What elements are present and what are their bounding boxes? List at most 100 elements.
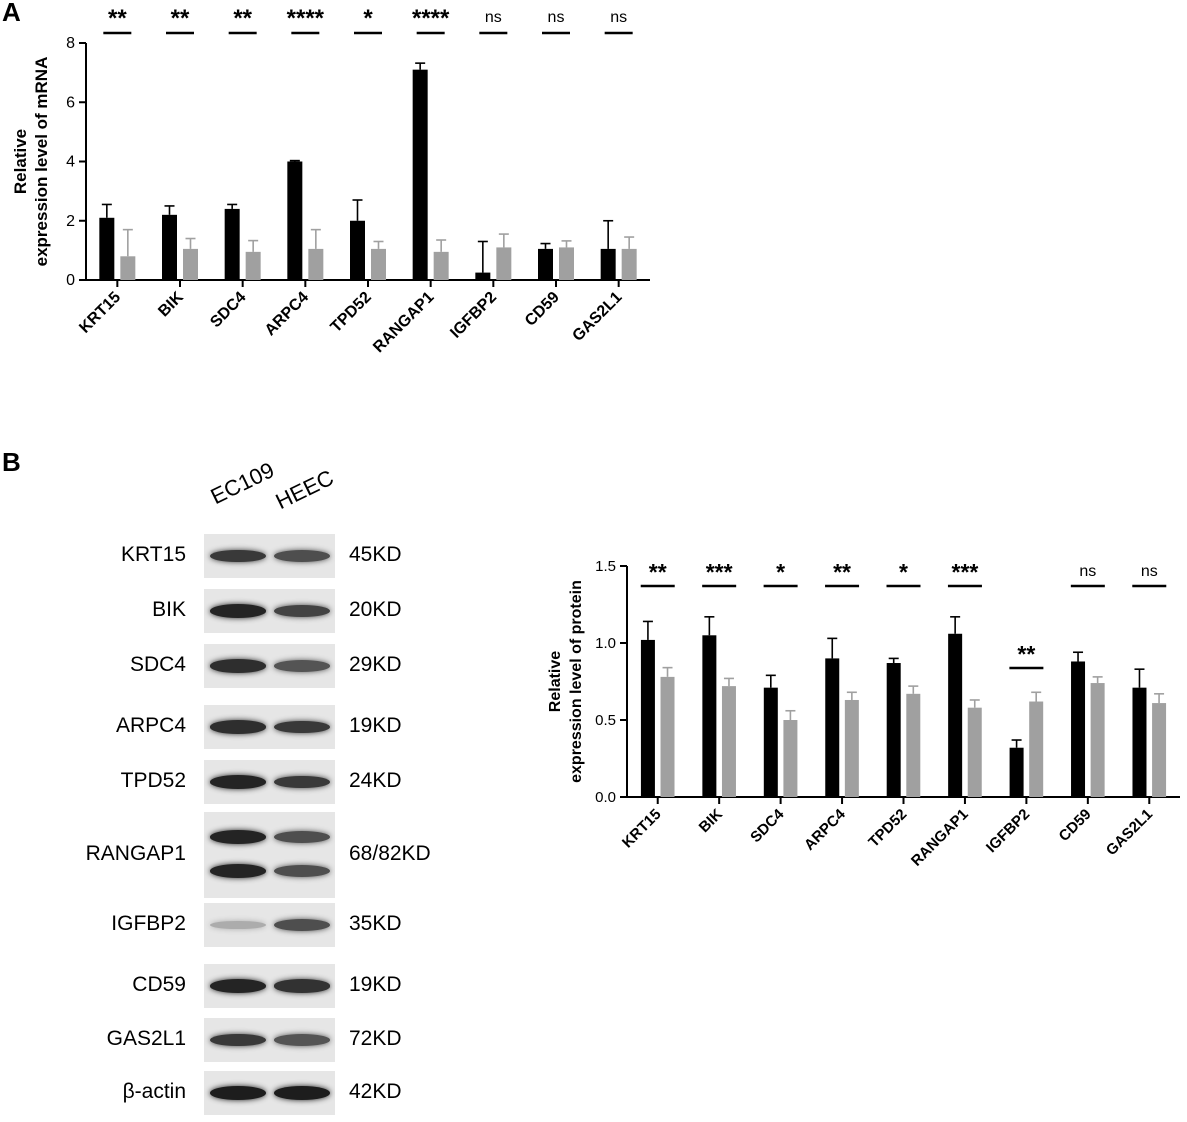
bar — [308, 248, 324, 280]
blot-protein-label: IGFBP2 — [111, 912, 186, 935]
x-tick-label: ARPC4 — [801, 805, 849, 853]
significance-label: * — [776, 559, 785, 585]
bar — [559, 247, 574, 280]
y-tick-label: 1.0 — [595, 635, 616, 652]
blot-size-label: 19KD — [349, 973, 402, 996]
blot-band — [274, 775, 330, 789]
bar — [640, 639, 655, 797]
significance-label: ns — [1141, 563, 1158, 580]
blot-size-label: 35KD — [349, 912, 402, 935]
significance-label: ** — [1017, 641, 1035, 667]
blot-band — [274, 660, 330, 672]
bar — [224, 208, 240, 280]
x-tick-label: BIK — [696, 806, 726, 836]
bar — [1071, 661, 1086, 797]
bar — [1090, 683, 1105, 797]
significance-label: * — [363, 5, 373, 32]
x-tick-label: CD59 — [1056, 806, 1095, 845]
bar — [783, 720, 798, 797]
y-axis-title: Relative — [11, 129, 30, 194]
bar — [183, 248, 198, 280]
bar — [763, 687, 778, 797]
blot-band — [210, 720, 266, 734]
significance-label: ** — [833, 559, 851, 585]
blot-band — [210, 1033, 266, 1047]
significance-label: **** — [287, 5, 325, 32]
blot-band — [210, 775, 266, 789]
blot-protein-label: TPD52 — [120, 769, 186, 792]
blot-size-label: 42KD — [349, 1080, 402, 1103]
bar — [99, 217, 115, 280]
bar — [886, 663, 901, 797]
bar — [948, 633, 963, 797]
blot-band — [274, 1086, 330, 1100]
blot-strip — [204, 760, 335, 804]
x-tick-label: TPD52 — [865, 806, 910, 851]
significance-label: * — [899, 559, 908, 585]
x-tick-label: GAS2L1 — [1103, 806, 1156, 859]
significance-label: ns — [1079, 563, 1096, 580]
significance-label: *** — [706, 559, 733, 585]
y-axis-title: Relative — [547, 651, 564, 712]
bar — [496, 247, 512, 280]
blot-strip — [204, 1018, 335, 1062]
bar — [600, 248, 616, 280]
x-tick-label: IGFBP2 — [983, 806, 1033, 856]
blot-size-label: 68/82KD — [349, 842, 431, 865]
blot-strip — [204, 903, 335, 947]
y-tick-label: 6 — [66, 94, 75, 111]
significance-label: ** — [649, 559, 667, 585]
bar — [621, 248, 637, 280]
bar — [1132, 687, 1147, 797]
blot-band — [210, 864, 266, 878]
bar — [906, 693, 921, 797]
blot-band — [210, 830, 266, 844]
blot-band — [274, 979, 330, 993]
bar — [660, 676, 675, 797]
blot-strip — [204, 644, 335, 688]
significance-label: ns — [610, 9, 627, 26]
bar — [350, 220, 365, 280]
bar — [844, 699, 859, 797]
blot-protein-label: KRT15 — [121, 543, 186, 566]
y-tick-label: 8 — [66, 35, 75, 52]
bar — [1009, 747, 1024, 797]
bar — [967, 707, 982, 797]
blot-band — [274, 604, 330, 618]
blot-band — [274, 720, 330, 734]
bar — [371, 248, 386, 280]
x-tick-label: RANGAP1 — [908, 806, 972, 870]
blot-protein-label: CD59 — [132, 973, 186, 996]
y-tick-label: 1.5 — [595, 558, 616, 575]
y-tick-label: 0.0 — [595, 789, 616, 806]
blot-size-label: 45KD — [349, 543, 402, 566]
blot-band — [210, 604, 266, 618]
blot-band — [274, 1034, 330, 1046]
bar — [287, 161, 303, 280]
blot-band — [274, 865, 330, 877]
blot-size-label: 20KD — [349, 598, 402, 621]
panel-label-b: B — [2, 447, 21, 477]
blot-size-label: 72KD — [349, 1027, 402, 1050]
bar — [245, 251, 261, 280]
blot-size-label: 19KD — [349, 714, 402, 737]
significance-label: **** — [412, 5, 450, 32]
y-axis-title: expression level of mRNA — [32, 57, 51, 267]
y-tick-label: 2 — [66, 213, 75, 230]
blot-strip — [204, 964, 335, 1008]
y-tick-label: 0.5 — [595, 712, 616, 729]
blot-strip — [204, 589, 335, 633]
blot-band — [210, 549, 266, 563]
significance-label: ** — [233, 5, 252, 32]
blot-size-label: 24KD — [349, 769, 402, 792]
bar — [1152, 703, 1167, 797]
blot-strip — [204, 1071, 335, 1115]
blot-size-label: 29KD — [349, 653, 402, 676]
bar — [120, 256, 136, 280]
blot-strip — [204, 812, 335, 898]
bar — [162, 214, 177, 280]
blot-band — [274, 831, 330, 843]
blot-band — [274, 550, 330, 562]
